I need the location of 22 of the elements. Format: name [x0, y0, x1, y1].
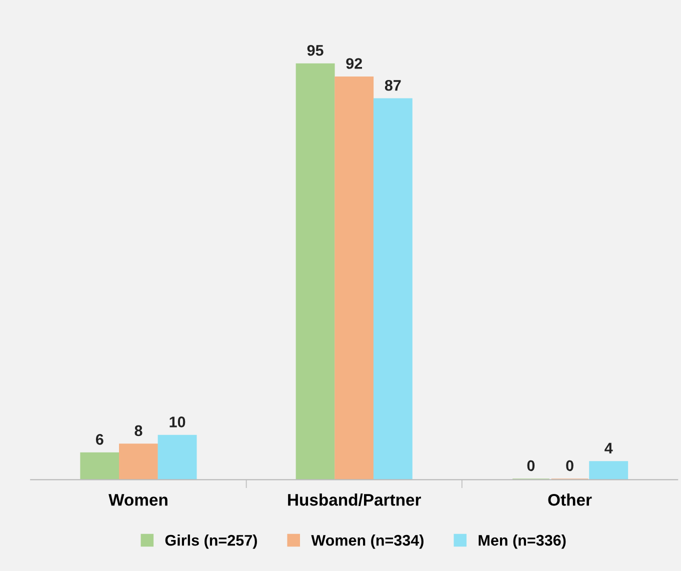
x-tick-label: Other — [548, 494, 592, 506]
bar — [589, 461, 628, 480]
data-label: 10 — [170, 416, 186, 428]
data-label: 0 — [527, 460, 535, 472]
bar — [296, 63, 335, 480]
bar — [373, 98, 412, 480]
data-label: 92 — [346, 58, 362, 69]
data-label: 8 — [134, 425, 142, 436]
data-label: 6 — [96, 434, 104, 445]
data-label: 4 — [604, 442, 613, 454]
legend-label: Women (n=334) — [311, 534, 424, 549]
bar — [158, 434, 197, 480]
legend-label: Girls (n=257) — [165, 534, 257, 549]
bar — [118, 444, 158, 480]
data-label: 87 — [384, 80, 401, 91]
bar — [80, 452, 120, 480]
data-label: 95 — [307, 44, 324, 56]
data-label: 0 — [566, 460, 574, 472]
x-tick-label: Women — [108, 494, 168, 506]
x-tick-label: Husband/Partner — [288, 494, 422, 506]
legend-label: Men (n=336) — [478, 534, 566, 549]
bar — [334, 76, 374, 480]
